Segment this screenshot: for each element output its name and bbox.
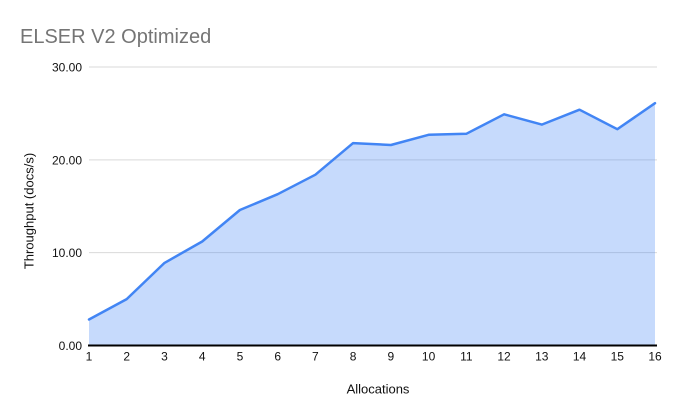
y-axis-title: Throughput (docs/s) [21, 152, 37, 270]
x-axis-title: Allocations [346, 381, 410, 397]
x-tick-label: 9 [388, 350, 395, 364]
x-tick-label: 14 [573, 350, 587, 364]
x-tick-label: 15 [611, 350, 625, 364]
x-tick-label: 10 [422, 350, 436, 364]
series-area-fill [89, 103, 655, 346]
x-tick-label: 16 [648, 350, 662, 364]
y-tick-label: 20.00 [52, 153, 82, 167]
series-line [87, 101, 657, 321]
x-tick-label: 8 [350, 350, 357, 364]
chart-title: ELSER V2 Optimized [20, 26, 212, 48]
x-tick-label: 13 [535, 350, 549, 364]
x-tick-label: 2 [123, 350, 130, 364]
y-tick-label: 10.00 [52, 246, 82, 260]
y-tick-label: 0.00 [59, 339, 83, 353]
x-tick-label: 12 [497, 350, 511, 364]
x-tick-label: 3 [161, 350, 168, 364]
x-tick-label: 1 [86, 350, 93, 364]
x-tick-label: 4 [199, 350, 206, 364]
x-tick-label: 11 [460, 350, 473, 364]
x-tick-label: 6 [274, 350, 281, 364]
x-tick-label: 7 [312, 350, 319, 364]
x-tick-label: 5 [237, 350, 244, 364]
y-tick-label: 30.00 [52, 61, 82, 75]
